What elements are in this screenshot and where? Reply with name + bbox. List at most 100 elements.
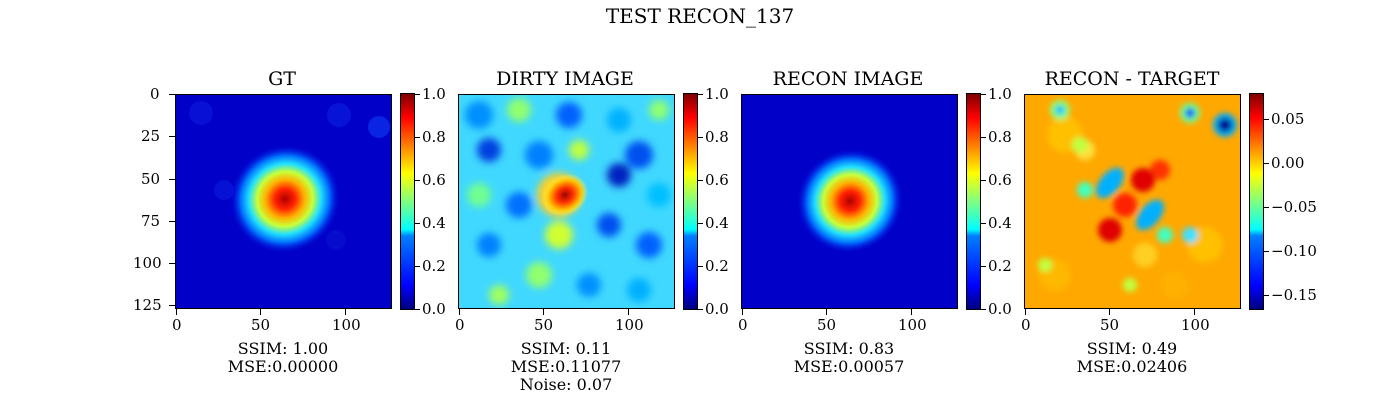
x-tick-mark [628,309,629,315]
y-tick-mark [169,263,175,264]
cbar-tick-label: 0.6 [422,171,446,189]
cbar-tick-mark [415,180,420,181]
x-tick-mark [543,309,544,315]
cbar-tick-mark [1264,295,1269,296]
cbar-tick-label: 0.05 [1271,110,1305,128]
y-tick-mark [169,179,175,180]
metric-mse: MSE:0.00000 [227,357,339,376]
cbar-tick-label: 0.8 [422,128,446,146]
dirty-image [458,94,675,309]
cbar-tick-mark [415,309,420,310]
cbar-tick-mark [698,266,703,267]
cbar-tick-mark [981,266,986,267]
cbar-tick-mark [698,94,703,95]
cbar-tick-label: 0.0 [422,300,446,318]
y-tick-mark [169,136,175,137]
x-tick-mark [260,309,261,315]
recon-metrics: SSIM: 0.83 MSE:0.00057 [749,340,949,376]
cbar-tick-label: −0.05 [1271,198,1317,216]
cbar-tick-mark [1264,207,1269,208]
residual-colorbar [1249,93,1264,310]
cbar-tick-label: 0.6 [988,171,1012,189]
metric-ssim: SSIM: 0.11 [520,339,612,358]
cbar-tick-label: 0.0 [988,300,1012,318]
gt-colorbar [400,93,415,310]
gt-metrics: SSIM: 1.00 MSE:0.00000 [183,340,383,376]
y-tick-label: 25 [141,127,161,145]
metric-ssim: SSIM: 0.83 [803,339,895,358]
x-tick-label: 100 [615,316,644,334]
y-tick-label: 0 [150,85,160,103]
x-tick-label: 0 [172,316,182,334]
panel-title-residual: RECON - TARGET [1044,68,1220,90]
cbar-tick-label: 0.8 [988,128,1012,146]
cbar-tick-label: 1.0 [705,85,729,103]
cbar-tick-mark [415,94,420,95]
x-tick-mark [1109,309,1110,315]
panel-title-recon: RECON IMAGE [772,68,924,90]
x-tick-label: 0 [1021,316,1031,334]
cbar-tick-mark [981,180,986,181]
cbar-tick-mark [415,266,420,267]
metric-ssim: SSIM: 1.00 [237,339,329,358]
cbar-tick-label: 0.2 [705,257,729,275]
x-tick-label: 0 [738,316,748,334]
x-tick-label: 100 [1181,316,1210,334]
metric-noise: Noise: 0.07 [519,375,613,394]
y-tick-label: 125 [133,296,162,314]
cbar-tick-mark [698,180,703,181]
residual-image [1024,94,1241,309]
y-tick-label: 100 [133,254,162,272]
x-tick-label: 100 [898,316,927,334]
cbar-tick-mark [981,94,986,95]
x-tick-mark [459,309,460,315]
x-tick-label: 100 [332,316,361,334]
x-tick-label: 50 [1100,316,1120,334]
cbar-tick-label: −0.10 [1271,242,1317,260]
cbar-tick-mark [415,137,420,138]
gt-image [175,94,392,309]
x-tick-mark [176,309,177,315]
cbar-tick-label: 0.4 [705,214,729,232]
cbar-tick-mark [1264,251,1269,252]
metric-mse: MSE:0.00057 [793,357,905,376]
cbar-tick-label: 0.8 [705,128,729,146]
residual-metrics: SSIM: 0.49 MSE:0.02406 [1032,340,1232,376]
panel-title-dirty: DIRTY IMAGE [496,68,634,90]
cbar-tick-label: −0.15 [1271,286,1317,304]
y-tick-label: 75 [141,212,161,230]
figure-title: TEST RECON_137 [605,4,795,28]
cbar-tick-label: 0.0 [705,300,729,318]
cbar-tick-mark [981,137,986,138]
x-tick-label: 50 [251,316,271,334]
cbar-tick-mark [698,309,703,310]
dirty-colorbar [683,93,698,310]
cbar-tick-label: 0.4 [988,214,1012,232]
x-tick-mark [345,309,346,315]
cbar-tick-label: 1.0 [988,85,1012,103]
cbar-tick-mark [415,223,420,224]
x-tick-label: 50 [534,316,554,334]
x-tick-label: 0 [455,316,465,334]
x-tick-mark [826,309,827,315]
x-tick-mark [1194,309,1195,315]
x-tick-mark [1025,309,1026,315]
cbar-tick-mark [981,223,986,224]
cbar-tick-label: 0.4 [422,214,446,232]
metric-ssim: SSIM: 0.49 [1086,339,1178,358]
dirty-metrics: SSIM: 0.11 MSE:0.11077 Noise: 0.07 [466,340,666,394]
recon-image [741,94,958,309]
y-tick-mark [169,94,175,95]
y-tick-mark [169,221,175,222]
x-tick-mark [911,309,912,315]
cbar-tick-mark [981,309,986,310]
x-tick-label: 50 [817,316,837,334]
metric-mse: MSE:0.02406 [1076,357,1188,376]
cbar-tick-label: 0.2 [422,257,446,275]
x-tick-mark [742,309,743,315]
metric-mse: MSE:0.11077 [510,357,622,376]
cbar-tick-mark [698,223,703,224]
panel-title-gt: GT [268,68,296,90]
cbar-tick-label: 0.00 [1271,154,1305,172]
cbar-tick-label: 1.0 [422,85,446,103]
